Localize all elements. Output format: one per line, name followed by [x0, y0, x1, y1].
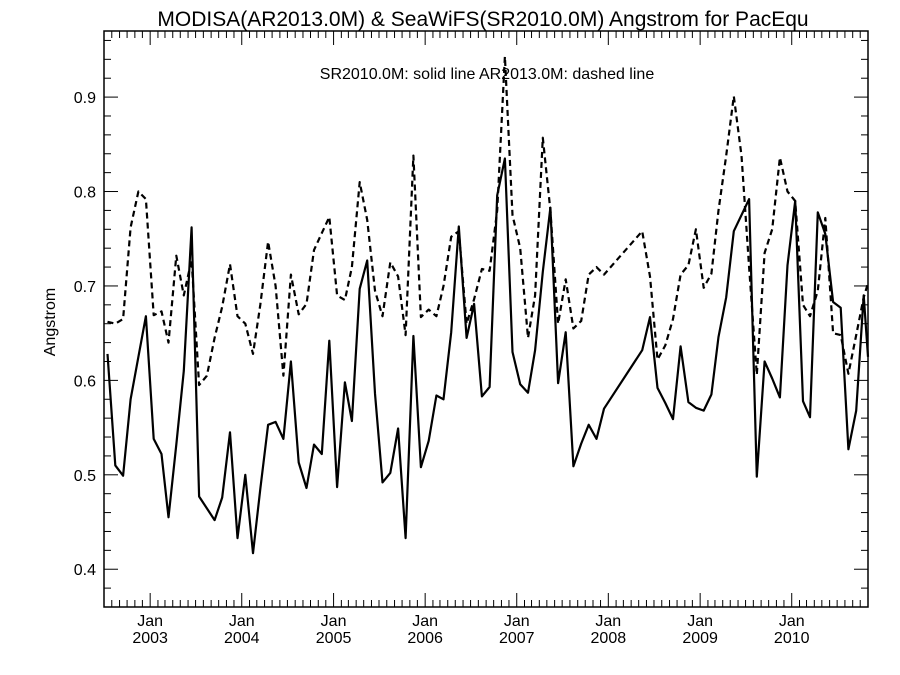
- plot-frame: [103, 30, 869, 608]
- series-line-ar2013-0m: [107, 55, 870, 387]
- x-tick-month-label: Jan: [412, 613, 438, 630]
- series-line-sr2010-0m: [106, 157, 870, 555]
- x-tick-month-label: Jan: [687, 613, 713, 630]
- y-axis-label: Angstrom: [42, 288, 59, 356]
- chart-title: MODISA(AR2013.0M) & SeaWiFS(SR2010.0M) A…: [157, 8, 808, 31]
- series-layer: [106, 55, 870, 555]
- x-tick-year-label: 2003: [132, 630, 168, 647]
- x-axis-ticks: Jan2003Jan2004Jan2005Jan2006Jan2007Jan20…: [103, 31, 869, 647]
- x-tick-month-label: Jan: [321, 613, 347, 630]
- x-tick-year-label: 2010: [774, 630, 810, 647]
- x-tick-year-label: 2008: [591, 630, 627, 647]
- x-tick-year-label: 2007: [499, 630, 535, 647]
- y-axis-ticks: 0.4 0.5 0.6 0.7 0.8 0.9: [74, 39, 868, 608]
- line-style-legend: SR2010.0M: solid line AR2013.0M: dashed …: [320, 66, 655, 83]
- x-tick-year-label: 2009: [682, 630, 718, 647]
- y-tick-label: 0.6: [74, 373, 96, 390]
- x-tick-year-label: 2006: [407, 630, 443, 647]
- y-tick-label: 0.8: [74, 185, 96, 202]
- x-tick-month-label: Jan: [504, 613, 530, 630]
- y-tick-label: 0.7: [74, 279, 96, 296]
- x-tick-year-label: 2004: [224, 630, 260, 647]
- x-tick-month-label: Jan: [229, 613, 255, 630]
- x-tick-year-label: 2005: [316, 630, 352, 647]
- y-tick-label: 0.5: [74, 468, 96, 485]
- x-tick-month-label: Jan: [137, 613, 163, 630]
- y-tick-label: 0.9: [74, 90, 96, 107]
- y-tick-label: 0.4: [74, 562, 96, 579]
- x-tick-month-label: Jan: [595, 613, 621, 630]
- x-tick-month-label: Jan: [779, 613, 805, 630]
